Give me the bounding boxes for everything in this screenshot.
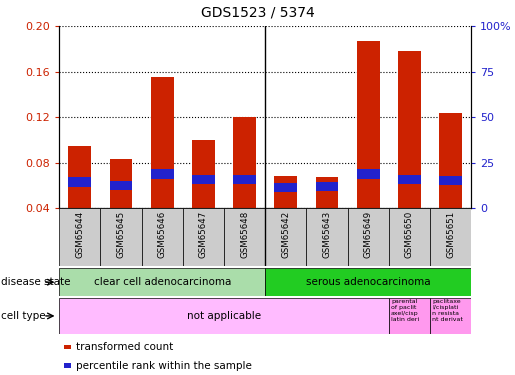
Bar — [274, 183, 297, 192]
Text: clear cell adenocarcinoma: clear cell adenocarcinoma — [94, 277, 231, 287]
Bar — [316, 182, 338, 191]
Bar — [142, 208, 183, 266]
Bar — [183, 208, 224, 266]
Bar — [357, 41, 380, 208]
Bar — [430, 298, 471, 334]
Text: percentile rank within the sample: percentile rank within the sample — [76, 361, 252, 370]
Bar — [64, 345, 71, 349]
Bar — [306, 208, 348, 266]
Text: transformed count: transformed count — [76, 342, 173, 352]
Bar — [274, 176, 297, 208]
Text: GSM65647: GSM65647 — [199, 211, 208, 258]
Bar — [68, 177, 91, 186]
Bar — [68, 146, 91, 208]
Bar — [357, 170, 380, 178]
Text: GSM65651: GSM65651 — [446, 211, 455, 258]
Bar — [100, 208, 142, 266]
Bar — [439, 176, 462, 185]
Text: serous adenocarcinoma: serous adenocarcinoma — [306, 277, 431, 287]
Text: GSM65650: GSM65650 — [405, 211, 414, 258]
Bar — [64, 363, 71, 368]
Text: GSM65645: GSM65645 — [116, 211, 126, 258]
Bar — [389, 208, 430, 266]
Bar — [110, 159, 132, 208]
Text: paclitaxe
l/cisplati
n resista
nt derivat: paclitaxe l/cisplati n resista nt deriva… — [432, 299, 463, 322]
Bar — [192, 175, 215, 184]
Bar — [389, 298, 430, 334]
Text: cell type: cell type — [1, 311, 46, 321]
Text: GDS1523 / 5374: GDS1523 / 5374 — [201, 6, 314, 20]
Bar — [59, 208, 100, 266]
Text: GSM65648: GSM65648 — [240, 211, 249, 258]
Bar — [233, 175, 256, 184]
Bar — [265, 208, 306, 266]
Bar — [398, 51, 421, 208]
Bar — [59, 268, 265, 296]
Text: GSM65649: GSM65649 — [364, 211, 373, 258]
Bar — [348, 208, 389, 266]
Bar — [192, 140, 215, 208]
Bar — [398, 175, 421, 184]
Bar — [439, 112, 462, 208]
Text: GSM65643: GSM65643 — [322, 211, 332, 258]
Bar — [265, 268, 471, 296]
Text: GSM65644: GSM65644 — [75, 211, 84, 258]
Bar — [316, 177, 338, 208]
Bar — [430, 208, 471, 266]
Text: not applicable: not applicable — [187, 311, 261, 321]
Bar — [233, 117, 256, 208]
Text: parental
of paclit
axel/cisp
latin deri: parental of paclit axel/cisp latin deri — [391, 299, 419, 322]
Text: disease state: disease state — [1, 277, 71, 287]
Bar — [59, 298, 389, 334]
Bar — [110, 181, 132, 190]
Bar — [224, 208, 265, 266]
Text: GSM65642: GSM65642 — [281, 211, 290, 258]
Bar — [151, 77, 174, 208]
Text: GSM65646: GSM65646 — [158, 211, 167, 258]
Bar — [151, 170, 174, 178]
